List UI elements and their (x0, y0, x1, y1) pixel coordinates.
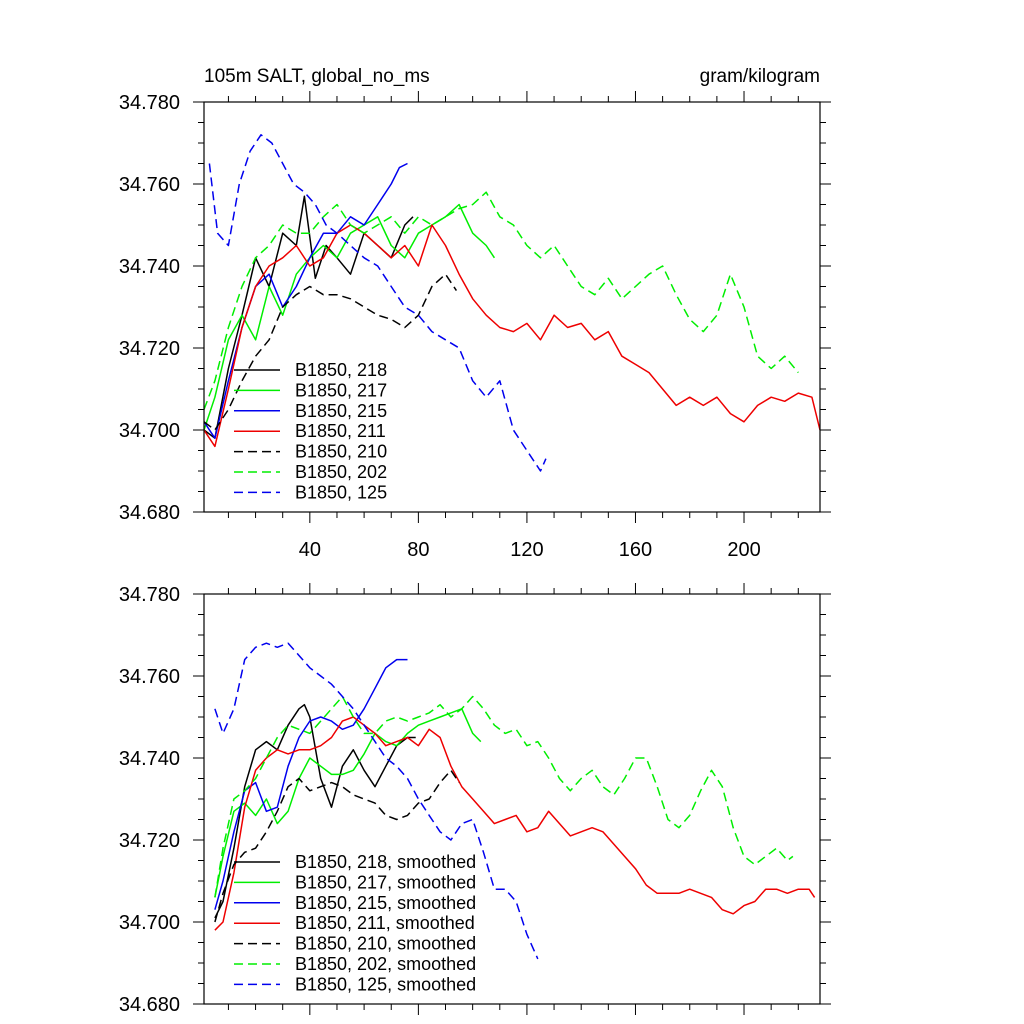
legend-label: B1850, 125, smoothed (295, 974, 476, 994)
legend-label: B1850, 210 (295, 442, 387, 462)
series-group (204, 134, 820, 472)
legend-label: B1850, 217, smoothed (295, 872, 476, 892)
y-tick-label: 34.740 (119, 748, 180, 770)
x-tick-label: 40 (299, 539, 321, 561)
y-tick-label: 34.680 (119, 502, 180, 524)
y-tick-label: 34.760 (119, 174, 180, 196)
legend-label: B1850, 210, smoothed (295, 934, 476, 954)
legend-label: B1850, 211 (295, 421, 386, 441)
series-line-5 (214, 769, 460, 923)
legend-label: B1850, 215 (295, 401, 387, 421)
chart-panel-2: 34.680 34.700 34.720 34.740 34.760 34.780 B185… (119, 583, 831, 1016)
y-tick-label: 34.760 (119, 666, 180, 688)
y-tick-label: 34.740 (119, 256, 180, 278)
y-tick-label: 34.700 (119, 912, 180, 934)
legend-label: B1850, 217 (295, 380, 387, 400)
y-tick-label: 34.700 (119, 420, 180, 442)
series-line-7 (214, 642, 539, 960)
legend-label: B1850, 125 (295, 482, 387, 502)
legend-label: B1850, 202, smoothed (295, 954, 476, 974)
legend-label: B1850, 218 (295, 360, 387, 380)
series-line-7 (208, 134, 547, 472)
units-label: gram/kilogram (700, 66, 820, 87)
series-line-4 (214, 716, 816, 931)
series-line-5 (204, 273, 458, 431)
chart-panel-1: 34.680 34.700 34.720 34.740 34.760 34.780 40 80… (119, 66, 831, 561)
x-tick-label: 80 (407, 539, 429, 561)
y-tick-label: 34.680 (119, 994, 180, 1016)
y-tick-label: 34.780 (119, 92, 180, 114)
y-tick-label: 34.720 (119, 830, 180, 852)
series-group (214, 642, 816, 960)
x-tick-label: 160 (619, 539, 652, 561)
series-line-2 (204, 203, 496, 431)
x-tick-label: 200 (727, 539, 760, 561)
x-tick-label: 120 (510, 539, 543, 561)
y-tick-label: 34.720 (119, 338, 180, 360)
series-line-1 (214, 703, 416, 919)
legend-label: B1850, 215, smoothed (295, 893, 476, 913)
legend-label: B1850, 211, smoothed (295, 913, 475, 933)
series-line-6 (214, 695, 794, 898)
legend-label: B1850, 202 (295, 462, 387, 482)
legend-label: B1850, 218, smoothed (295, 852, 476, 872)
chart-title: 105m SALT, global_no_ms (204, 66, 430, 87)
series-line-2 (214, 708, 482, 898)
y-tick-label: 34.780 (119, 584, 180, 606)
series-line-4 (204, 224, 820, 448)
series-line-6 (204, 191, 799, 410)
